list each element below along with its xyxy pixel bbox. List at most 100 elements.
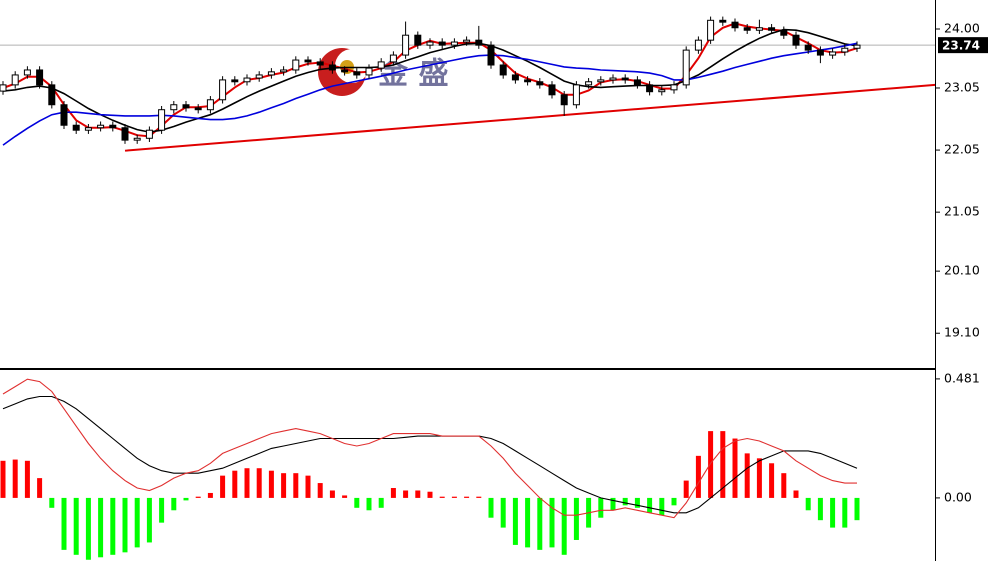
candle-body — [731, 21, 739, 29]
histogram-bar — [549, 497, 555, 548]
histogram-bar — [281, 473, 287, 498]
histogram-bar — [183, 497, 189, 501]
histogram-bar — [488, 497, 494, 518]
candle-body — [609, 77, 617, 81]
histogram-bar — [817, 497, 823, 521]
candle-body — [194, 107, 202, 111]
candle-body — [158, 109, 166, 131]
trend-line — [124, 83, 935, 152]
last-price-box — [938, 37, 988, 54]
candle-body — [585, 81, 593, 86]
histogram-bar — [329, 490, 335, 498]
candle-body — [109, 124, 117, 129]
histogram-bar — [98, 497, 104, 558]
histogram-bar — [525, 497, 531, 548]
histogram-bar — [476, 496, 482, 498]
candle-body — [182, 104, 190, 109]
candle-body — [353, 71, 361, 76]
candle-body — [816, 49, 824, 56]
candle-body — [316, 61, 324, 66]
candle-body — [426, 41, 434, 46]
histogram-bar — [683, 480, 689, 498]
candle-body — [121, 127, 129, 141]
histogram-bar — [830, 497, 836, 528]
candle-body — [682, 49, 690, 86]
histogram-bar — [256, 468, 262, 498]
histogram-bar — [85, 497, 91, 560]
candle-body — [255, 74, 263, 79]
candle-body — [572, 84, 580, 106]
candle-body — [389, 54, 397, 63]
histogram-bar — [610, 497, 616, 511]
candle-body — [633, 79, 641, 86]
candle-body — [243, 77, 251, 83]
histogram-bar — [634, 497, 640, 508]
histogram-bar — [342, 495, 348, 498]
histogram-bar — [37, 478, 43, 498]
candle-body — [560, 94, 568, 106]
histogram-bar — [415, 490, 421, 498]
candle-body — [694, 39, 702, 51]
histogram-bar — [537, 497, 543, 550]
histogram-bar — [220, 475, 226, 498]
macd-panel — [0, 378, 860, 560]
candle-body — [463, 39, 471, 43]
indicator-line — [2, 28, 858, 133]
histogram-bar — [756, 458, 762, 498]
histogram-bar — [732, 438, 738, 498]
histogram-bar — [647, 497, 653, 513]
histogram-bar — [781, 473, 787, 498]
candle-body — [487, 44, 495, 66]
histogram-bar — [110, 497, 116, 555]
histogram-bar — [317, 483, 323, 498]
candle-body — [133, 137, 141, 141]
histogram-bar — [0, 460, 6, 498]
candle-body — [597, 79, 605, 83]
candle-body — [743, 27, 751, 31]
histogram-bar — [439, 496, 445, 498]
candle-body — [72, 124, 80, 131]
candle-body — [841, 47, 849, 53]
candle-body — [402, 34, 410, 56]
indicator-line — [2, 395, 858, 514]
histogram-bar — [122, 497, 128, 553]
candle-body — [60, 104, 68, 126]
candle-body — [853, 44, 861, 49]
histogram-bar — [561, 497, 567, 555]
histogram-bar — [744, 453, 750, 498]
histogram-bar — [354, 497, 360, 508]
candle-body — [658, 89, 666, 93]
histogram-bar — [390, 488, 396, 498]
candle-body — [97, 124, 105, 129]
histogram-bar — [24, 460, 30, 498]
histogram-bar — [805, 497, 811, 511]
candle-body — [768, 27, 776, 31]
price-axis: 24.00 23.05 22.05 21.05 20.10 19.10 23.74 0.481… — [935, 20, 988, 504]
candle-body — [670, 84, 678, 91]
histogram-bar — [268, 470, 274, 498]
y-tick-label: 23.05 — [944, 79, 980, 94]
y-tick-label: 21.05 — [944, 204, 980, 219]
candle-body — [755, 27, 763, 31]
histogram-bar — [708, 431, 714, 498]
histogram-bar — [451, 496, 457, 498]
histogram-bar — [134, 497, 140, 548]
histogram-bar — [171, 497, 177, 511]
candle-body — [219, 79, 227, 101]
candle-body — [84, 127, 92, 131]
histogram-bar — [427, 491, 433, 498]
histogram-bar — [720, 431, 726, 498]
histogram-bar — [366, 497, 372, 511]
y-tick-label: 0.00 — [944, 489, 972, 504]
histogram-bar — [573, 497, 579, 540]
histogram-bar — [159, 497, 165, 523]
candle-body — [0, 84, 7, 92]
last-price-label: 23.74 — [942, 39, 980, 53]
histogram-bar — [244, 468, 250, 498]
candle-body — [48, 84, 56, 106]
candle-body — [377, 61, 385, 69]
candle-body — [206, 99, 214, 111]
candle-body — [304, 59, 312, 63]
histogram-bar — [695, 455, 701, 498]
